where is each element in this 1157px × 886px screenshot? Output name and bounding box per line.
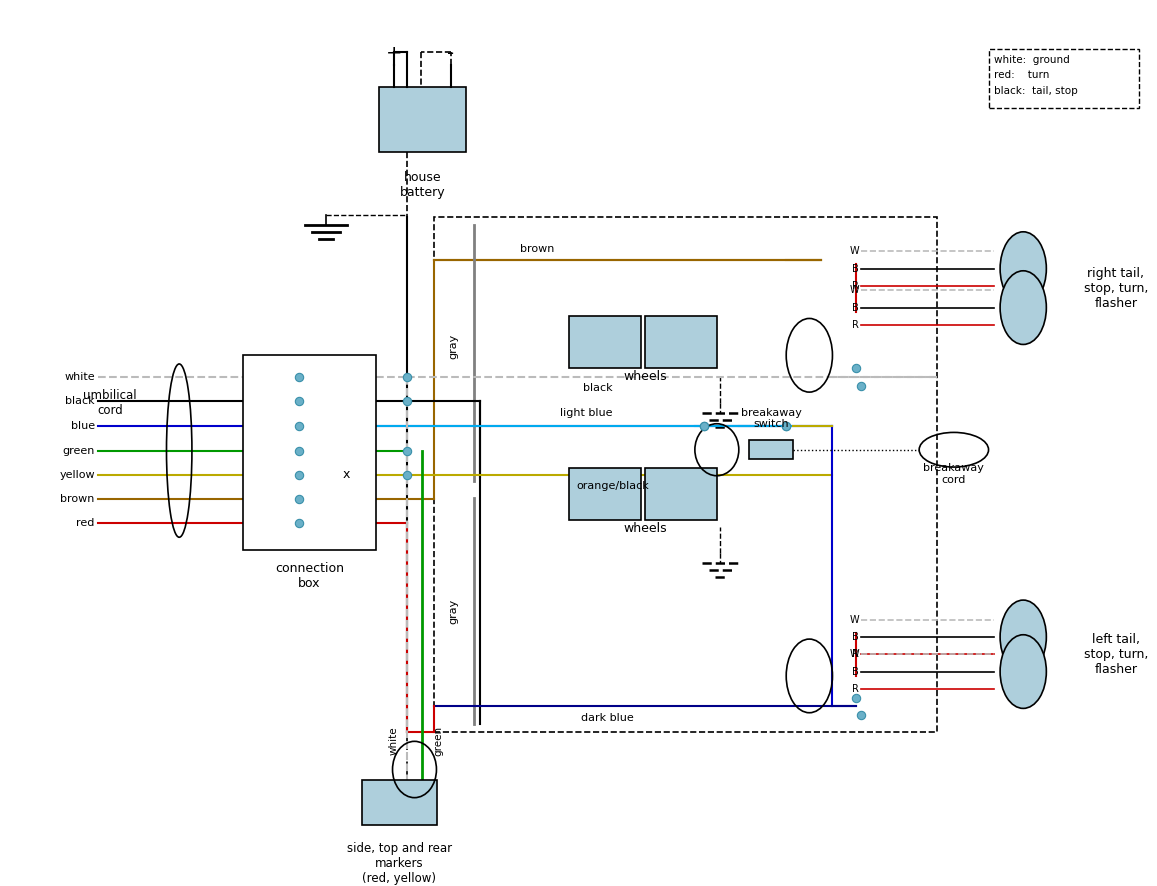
Text: R: R — [853, 649, 858, 659]
Text: side, top and rear
markers
(red, yellow): side, top and rear markers (red, yellow) — [347, 843, 452, 885]
Text: -: - — [448, 44, 455, 63]
Text: gray: gray — [448, 334, 458, 359]
Text: W: W — [849, 649, 858, 659]
Text: umbilical
cord: umbilical cord — [83, 389, 137, 417]
Text: white: white — [388, 727, 398, 755]
Bar — [243, 355, 376, 550]
Bar — [434, 217, 936, 732]
Text: B: B — [853, 632, 858, 642]
Text: breakaway
switch: breakaway switch — [740, 408, 802, 430]
Text: connection
box: connection box — [274, 563, 344, 590]
Text: green: green — [433, 726, 443, 756]
Text: dark blue: dark blue — [581, 713, 633, 723]
Bar — [750, 440, 794, 459]
Text: wheels: wheels — [624, 370, 666, 384]
Ellipse shape — [1000, 634, 1046, 709]
Text: blue: blue — [71, 422, 95, 431]
Text: wheels: wheels — [624, 522, 666, 535]
Text: R: R — [853, 281, 858, 291]
Text: W: W — [849, 246, 858, 256]
Text: yellow: yellow — [59, 470, 95, 480]
Bar — [569, 316, 641, 369]
Text: gray: gray — [448, 598, 458, 624]
Ellipse shape — [1000, 600, 1046, 673]
Text: orange/black: orange/black — [576, 481, 649, 491]
Text: +: + — [386, 44, 403, 63]
Text: brown: brown — [521, 244, 555, 253]
Text: left tail,
stop, turn,
flasher: left tail, stop, turn, flasher — [1084, 633, 1148, 676]
Text: B: B — [853, 264, 858, 274]
Bar — [569, 468, 641, 520]
Text: W: W — [849, 615, 858, 625]
Text: brown: brown — [60, 494, 95, 504]
Text: light blue: light blue — [560, 408, 612, 418]
Text: R: R — [853, 684, 858, 694]
Text: x: x — [342, 469, 351, 481]
Text: B: B — [853, 666, 858, 677]
Ellipse shape — [1000, 271, 1046, 345]
Text: black: black — [583, 384, 612, 393]
Bar — [379, 87, 466, 152]
Bar — [646, 468, 717, 520]
Text: red:    turn: red: turn — [994, 70, 1049, 81]
Text: W: W — [849, 285, 858, 295]
Text: breakaway
cord: breakaway cord — [923, 463, 985, 485]
Ellipse shape — [1000, 232, 1046, 306]
Text: black: black — [65, 396, 95, 406]
Text: B: B — [853, 303, 858, 313]
Text: black:  tail, stop: black: tail, stop — [994, 86, 1078, 96]
Bar — [988, 50, 1138, 108]
Text: white:  ground: white: ground — [994, 55, 1070, 65]
Text: green: green — [62, 446, 95, 455]
Bar — [646, 316, 717, 369]
Text: right tail,
stop, turn,
flasher: right tail, stop, turn, flasher — [1084, 267, 1148, 309]
Bar — [362, 780, 437, 825]
Text: red: red — [76, 518, 95, 528]
Text: house
battery: house battery — [400, 171, 445, 198]
Text: R: R — [853, 320, 858, 330]
Text: white: white — [64, 372, 95, 382]
